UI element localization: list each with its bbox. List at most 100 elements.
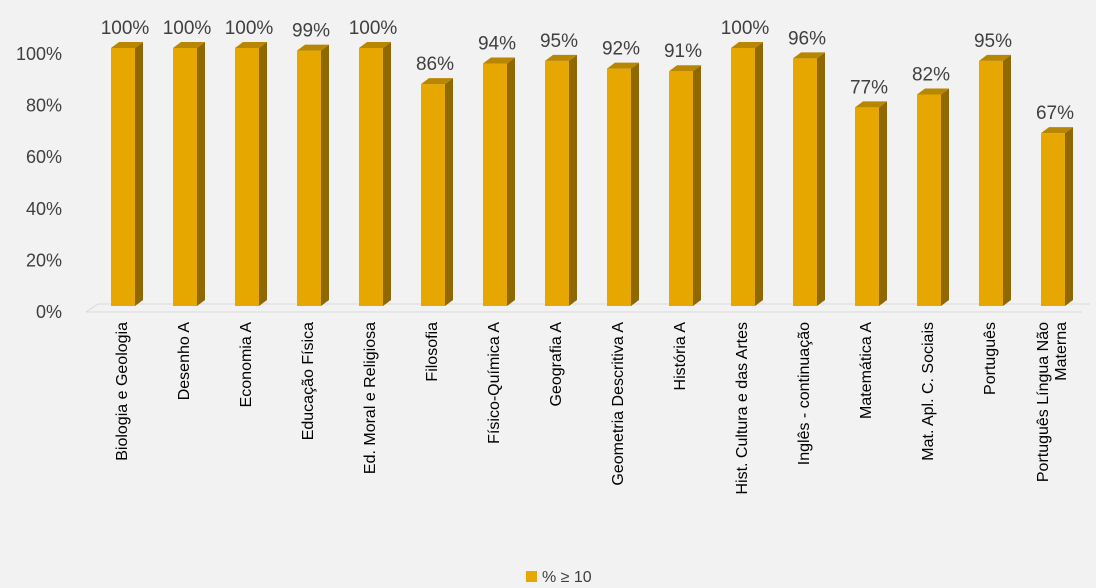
bar-side-face (445, 78, 453, 307)
category-label-line: Português (982, 322, 999, 395)
data-label: 99% (292, 21, 330, 42)
data-label: 95% (974, 31, 1012, 52)
bar-top-face (607, 62, 639, 69)
y-tick-label: 60% (26, 147, 62, 167)
bar (483, 57, 515, 307)
category-label-line: Físico-Química A (486, 322, 503, 444)
bar-side-face (135, 42, 143, 306)
category-label: Matemática A (858, 322, 875, 419)
data-labels-layer: 100% 100% 100% 99% 100% 86% 94% 95% 92% 91% 100% 96… (101, 18, 1074, 124)
bar-front-face (855, 107, 879, 306)
bar-side-face (693, 65, 701, 306)
bar-front-face (979, 60, 1003, 307)
bars-layer (111, 42, 1073, 307)
bar-top-face (793, 52, 825, 59)
data-label: 82% (912, 64, 950, 85)
bar (793, 52, 825, 306)
bar-front-face (1041, 133, 1065, 306)
bar-front-face (669, 71, 693, 306)
data-label: 92% (602, 39, 640, 60)
bar-top-face (421, 78, 453, 85)
bar-front-face (421, 84, 445, 307)
category-label-line: Geometria Descritiva A (610, 322, 627, 486)
category-label-line: Economia A (238, 322, 255, 408)
bar-side-face (1003, 54, 1011, 307)
bar-top-face (1041, 127, 1073, 134)
data-label: 86% (416, 54, 454, 75)
bar-top-face (173, 42, 205, 48)
category-label: Desenho A (176, 322, 193, 401)
bar-front-face (917, 94, 941, 306)
bar-front-face (111, 48, 135, 306)
bar-top-face (917, 88, 949, 95)
category-label: Inglês - continuação (796, 322, 813, 465)
bar (855, 101, 887, 306)
bar-top-face (669, 65, 701, 72)
data-label: 96% (788, 28, 826, 49)
bar (545, 54, 577, 307)
legend-swatch (526, 571, 537, 582)
bar-side-face (817, 52, 825, 306)
category-label-line: Português Língua Não (1035, 322, 1052, 482)
data-label: 77% (850, 77, 888, 98)
data-label: 100% (163, 18, 212, 39)
category-label: Físico-Química A (486, 322, 503, 444)
bar-side-face (383, 42, 391, 306)
category-label: Educação Física (300, 322, 317, 440)
bar (731, 42, 763, 306)
legend-label: % ≥ 10 (542, 569, 592, 586)
y-tick-label: 40% (26, 199, 62, 219)
bar (111, 42, 143, 306)
y-tick-label: 0% (36, 302, 62, 322)
bar-side-face (507, 57, 515, 307)
bar-front-face (359, 48, 383, 306)
category-label: Geometria Descritiva A (610, 322, 627, 486)
bar (607, 62, 639, 306)
axis-layer: 0% 20% 40% 60% 80% 100% (16, 44, 1090, 322)
data-label: 95% (540, 31, 578, 52)
bar-top-face (731, 42, 763, 48)
category-label-line: Filosofia (424, 322, 441, 382)
bar (359, 42, 391, 306)
bar-front-face (731, 48, 755, 306)
bar-front-face (483, 63, 507, 307)
bar-front-face (297, 50, 321, 306)
bar (669, 65, 701, 306)
category-label-line: Geografia A (548, 322, 565, 407)
data-label: 100% (349, 18, 398, 39)
bar-side-face (755, 42, 763, 306)
bar-side-face (569, 54, 577, 307)
y-tick-label: 20% (26, 250, 62, 270)
data-label: 67% (1036, 103, 1074, 124)
category-label: Português Língua NãoMaterna (1035, 322, 1070, 482)
bar-side-face (879, 101, 887, 306)
bar (979, 54, 1011, 307)
category-labels-layer: Biologia e Geologia Desenho A Economia A Ed… (114, 322, 1070, 495)
bar-top-face (235, 42, 267, 48)
bar-side-face (1065, 127, 1073, 306)
category-label: Português (982, 322, 999, 395)
bar-side-face (631, 62, 639, 306)
bar-front-face (173, 48, 197, 306)
category-label: Biologia e Geologia (114, 322, 131, 461)
category-label: História A (672, 322, 689, 391)
bar-top-face (979, 54, 1011, 61)
category-label: Ed. Moral e Religiosa (362, 322, 379, 474)
category-label: Economia A (238, 322, 255, 408)
bar-top-face (483, 57, 515, 64)
bar-side-face (941, 88, 949, 306)
category-label: Hist. Cultura e das Artes (734, 322, 751, 495)
bar-top-face (111, 42, 143, 48)
category-label-line: História A (672, 322, 689, 391)
bar-front-face (793, 58, 817, 306)
data-label: 94% (478, 33, 516, 54)
bar-front-face (545, 60, 569, 307)
category-label: Geografia A (548, 322, 565, 407)
bar-side-face (259, 42, 267, 306)
bar (421, 78, 453, 307)
data-label: 100% (225, 18, 274, 39)
y-tick-label: 100% (16, 44, 62, 64)
category-label-line: Ed. Moral e Religiosa (362, 322, 379, 474)
category-label-line: Educação Física (300, 322, 317, 440)
